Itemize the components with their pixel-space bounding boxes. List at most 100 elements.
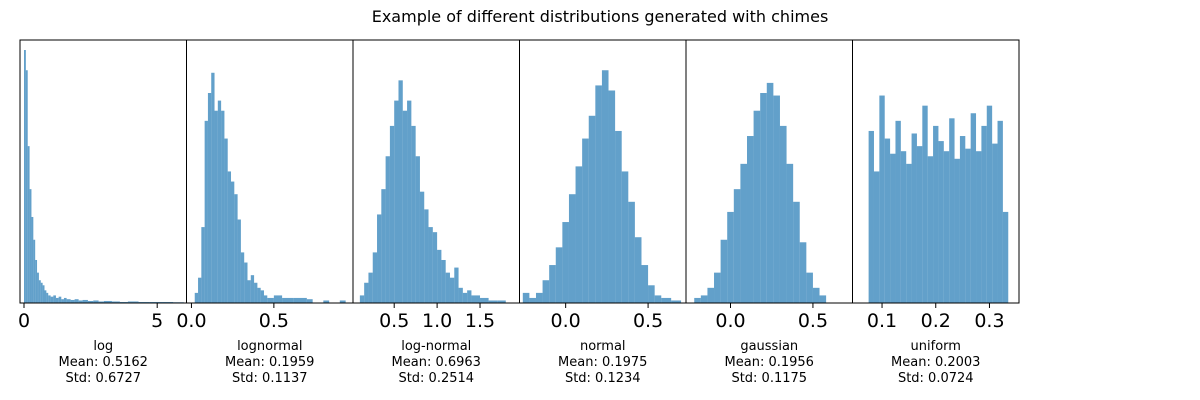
x-tick-label: 0.5: [798, 310, 828, 332]
x-tick-label: 0.5: [633, 310, 663, 332]
histogram-bar: [927, 156, 934, 303]
histogram-bar: [634, 237, 642, 303]
histogram-bar: [432, 232, 438, 303]
histogram-bar: [33, 239, 36, 303]
histogram-bar: [415, 156, 420, 303]
histogram-bar: [103, 300, 112, 303]
histogram-bar: [608, 90, 616, 303]
histogram-bar: [714, 272, 721, 303]
histogram-bar: [462, 292, 468, 303]
histogram-bar: [411, 125, 416, 304]
histogram-bar: [31, 216, 34, 303]
histogram-bar: [949, 118, 955, 303]
histogram-bar: [359, 295, 365, 303]
histogram-bar: [372, 252, 378, 303]
histogram-bar: [78, 300, 83, 303]
histogram-bar: [890, 153, 896, 303]
histogram-bar: [323, 300, 330, 303]
panel-stat: Std: 0.6727: [65, 371, 141, 386]
histogram-bar: [437, 249, 442, 303]
histogram-bar: [211, 72, 215, 304]
histogram-bar: [786, 163, 794, 303]
histogram-bar: [648, 285, 655, 303]
histogram-bar: [879, 95, 885, 303]
histogram-bar: [943, 151, 950, 303]
histogram-bar: [93, 300, 99, 303]
panel-stat: Mean: 0.1956: [725, 355, 814, 370]
histogram-bar: [381, 189, 386, 303]
histogram-bar: [488, 300, 498, 303]
histogram-bar: [911, 133, 917, 303]
histogram-bar: [806, 272, 813, 303]
histogram-bar: [87, 300, 94, 303]
histogram-bar: [207, 93, 212, 303]
histogram-bar: [214, 110, 218, 303]
panel-label: uniform: [911, 339, 961, 354]
histogram-bar: [793, 201, 800, 303]
histogram-bar: [53, 295, 56, 303]
histogram-bar: [46, 292, 49, 303]
histogram-bar: [217, 100, 222, 303]
histogram-bar: [497, 300, 506, 303]
panel-label: log: [93, 339, 113, 354]
histogram-bar: [773, 95, 780, 303]
panel-label: gaussian: [740, 339, 798, 354]
panel-stat: Std: 0.1234: [565, 371, 641, 386]
histogram-bar: [27, 146, 30, 303]
histogram-bar: [377, 214, 382, 303]
histogram-bar: [74, 299, 79, 303]
histogram-bar: [535, 292, 543, 303]
x-tick-label: 0.5: [379, 310, 409, 332]
histogram-bar: [402, 110, 408, 303]
histogram-bar: [661, 297, 672, 303]
x-tick-label: 0.0: [551, 310, 581, 332]
histogram-bar: [621, 171, 629, 303]
axes-frame: [19, 39, 187, 304]
histogram-bar: [63, 297, 67, 303]
histogram-bar: [747, 136, 754, 303]
histogram-bar: [582, 138, 589, 303]
histogram-bar: [1002, 211, 1009, 303]
histogram-bar: [428, 227, 433, 303]
histogram-bar: [394, 100, 399, 303]
histogram-bar: [234, 194, 238, 303]
histogram-bar: [992, 143, 998, 303]
histogram-bar: [720, 239, 728, 303]
histogram-bar: [282, 297, 294, 303]
histogram-bar: [938, 141, 944, 303]
histogram-bar: [162, 301, 174, 303]
histogram-bar: [575, 166, 583, 303]
histogram-bar: [61, 299, 64, 303]
histogram-bar: [779, 125, 787, 304]
histogram-bar: [244, 262, 248, 303]
histogram-bar: [38, 280, 41, 303]
histogram-bar: [35, 259, 38, 303]
histogram-bar: [654, 295, 662, 303]
histogram-bar: [198, 277, 202, 303]
x-tick-label: 0.2: [921, 310, 951, 332]
histogram-bar: [976, 151, 982, 303]
histogram-bar: [986, 105, 993, 303]
histogram-bar: [267, 297, 274, 303]
histogram-bar: [364, 282, 369, 303]
histogram-bar: [254, 282, 258, 303]
chart-title: Example of different distributions gener…: [372, 7, 829, 26]
histogram-bar: [595, 85, 602, 303]
histogram-bar: [529, 297, 536, 303]
histogram-bar: [812, 287, 820, 303]
panel-stat: Std: 0.2514: [398, 371, 474, 386]
histogram-bar: [522, 292, 530, 303]
histogram-bar: [398, 80, 403, 303]
histogram-bar: [98, 301, 104, 303]
histogram-bar: [273, 295, 283, 303]
histogram-bar: [799, 242, 807, 303]
histogram-bar: [458, 287, 463, 303]
histogram-bar: [40, 282, 43, 303]
histogram-bar: [194, 292, 199, 303]
